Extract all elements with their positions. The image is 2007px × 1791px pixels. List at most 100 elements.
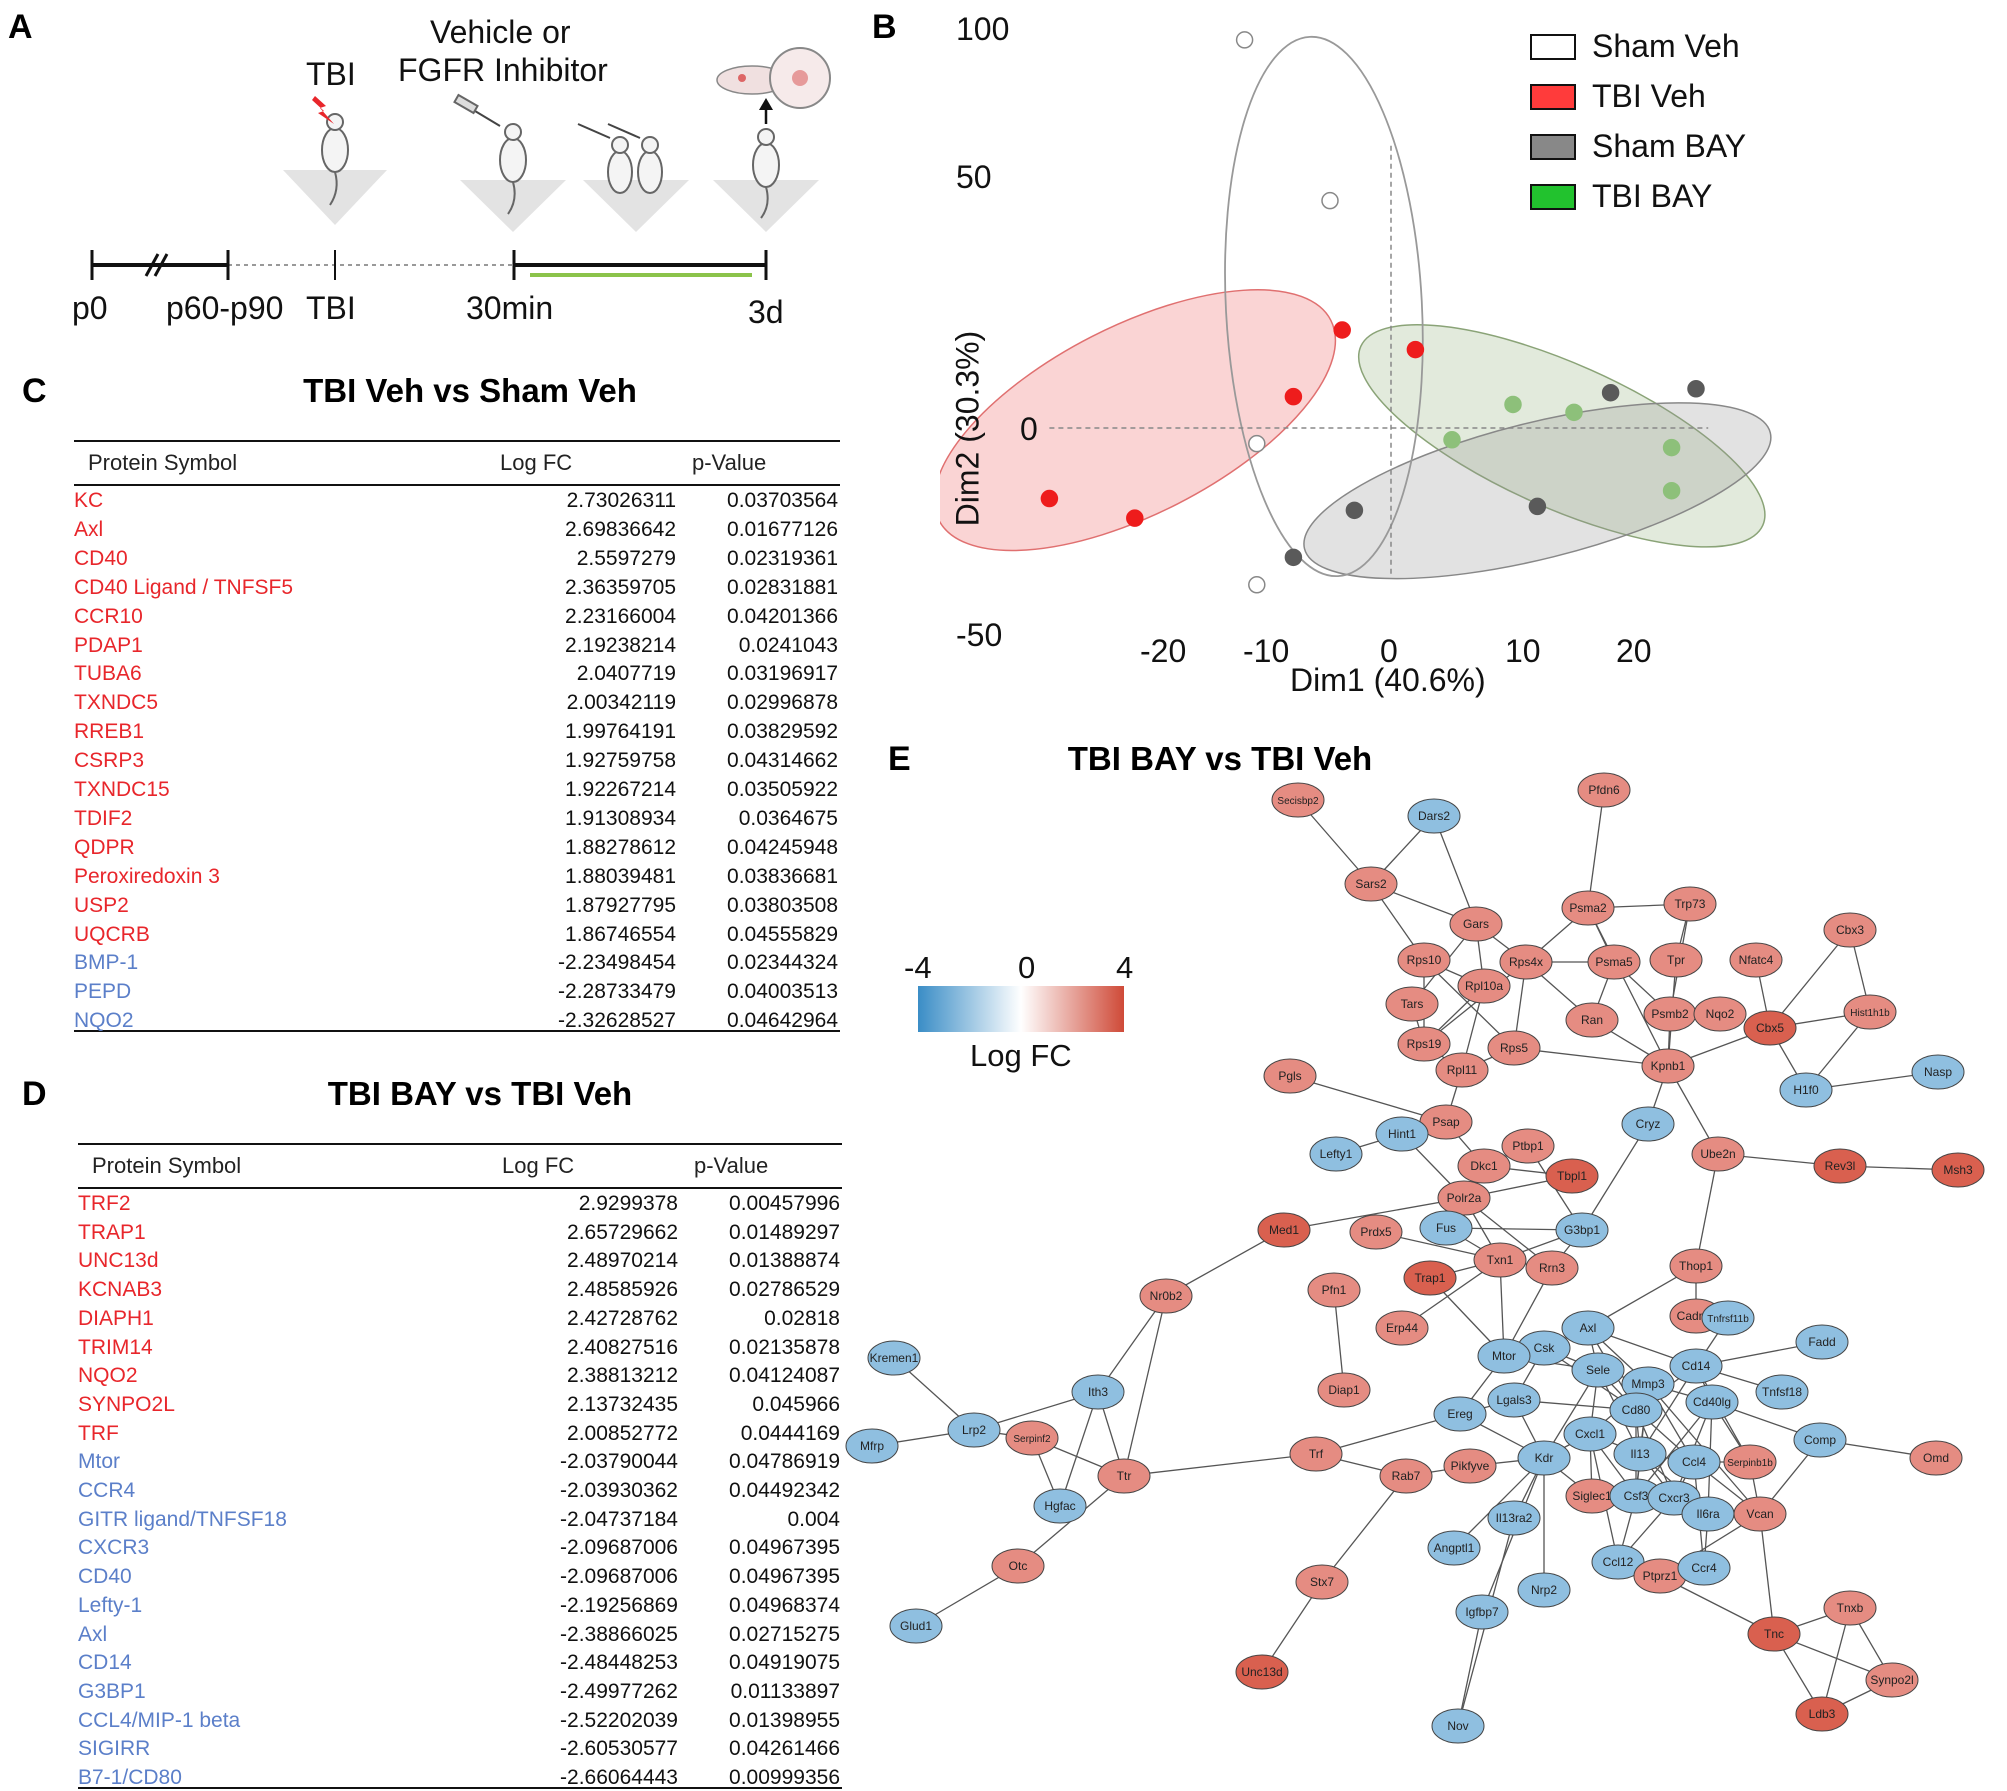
network-edge (1819, 1439, 1937, 1459)
network-edge (1587, 907, 1669, 1067)
network-node: Rps19 (1397, 1026, 1451, 1062)
pca-panel: 100 50 0 -50 -20 -10 0 10 20 Dim2 (30.3%) Dim1 (… (933, 0, 2007, 710)
network-node: Pgls (1263, 1058, 1317, 1094)
network-edge (1769, 929, 1851, 1029)
network-node-label: Pikfyve (1451, 1459, 1490, 1473)
network-edge (1513, 1399, 1637, 1411)
network-node-label: Lgals3 (1496, 1393, 1532, 1407)
network-node-shape (1677, 1550, 1731, 1586)
network-node: Ptprz1 (1633, 1558, 1687, 1594)
network-edge (1499, 1259, 1505, 1357)
network-node: Comp (1793, 1422, 1847, 1458)
network-node: Polr2a (1437, 1180, 1491, 1216)
network-edge (1639, 1453, 1695, 1463)
x-tick-label: -10 (1243, 633, 1289, 669)
network-edge (1503, 1355, 1599, 1371)
network-edge (1503, 1347, 1545, 1357)
network-node-label: Ccl12 (1603, 1555, 1634, 1569)
log-fc-value: 2.65729662 (567, 1220, 678, 1244)
network-edge (1459, 1413, 1545, 1459)
table-row: Mtor -2.03790044 0.04786919 (78, 1447, 842, 1476)
network-node-label: Nov (1447, 1719, 1468, 1733)
treatment-label-2: FGFR Inhibitor (398, 52, 608, 88)
network-edge (1483, 1165, 1573, 1177)
network-edge (1483, 1145, 1529, 1167)
network-edge (1667, 1013, 1671, 1067)
network-node: Rpl11 (1435, 1052, 1489, 1088)
network-edge (1445, 1069, 1463, 1123)
network-node-label: Rpl10a (1465, 979, 1503, 993)
network-node: Diap1 (1317, 1372, 1371, 1408)
network-node-label: Cbx5 (1756, 1021, 1784, 1035)
network-node-shape (1649, 942, 1703, 978)
log-fc-value: 2.42728762 (567, 1306, 678, 1330)
log-fc-value: 2.36359705 (565, 575, 676, 599)
legend-sham-bay: Sham BAY (1530, 128, 1746, 165)
network-edge (1297, 799, 1372, 885)
p-value: 0.02818 (764, 1306, 840, 1330)
network-node: Otc (991, 1548, 1045, 1584)
network-node: Psma2 (1561, 890, 1615, 926)
protein-symbol: CD40 (78, 1565, 132, 1589)
table-c-header-p: p-Value (692, 450, 767, 475)
network-node: Trap1 (1403, 1260, 1457, 1296)
network-edge (1659, 1575, 1775, 1635)
network-node-shape (1375, 1310, 1429, 1346)
network-edge (1059, 1391, 1099, 1507)
table-c-header-fc: Log FC (500, 450, 573, 475)
network-edge (1805, 1071, 1939, 1091)
p-value: 0.03703564 (727, 489, 838, 512)
network-node: Fus (1419, 1210, 1473, 1246)
network-node: Hist1h1b (1843, 994, 1897, 1030)
network-edge (1423, 985, 1485, 1045)
network-node: Glud1 (889, 1608, 943, 1644)
network-node-label: Ith3 (1088, 1385, 1108, 1399)
protein-symbol: TRAP1 (78, 1220, 146, 1244)
p-value: 0.04245948 (727, 835, 838, 859)
network-node: Pikfyve (1443, 1448, 1497, 1484)
legend-label-tbi-veh: TBI Veh (1592, 78, 1706, 114)
network-node-label: Rps10 (1407, 953, 1442, 967)
table-d-header-fc: Log FC (502, 1153, 575, 1178)
mouse-3d-icon (752, 128, 780, 219)
network-node-shape (1723, 1444, 1777, 1480)
protein-symbol: UNC13d (78, 1249, 159, 1273)
legend-label-sham-bay: Sham BAY (1592, 128, 1747, 164)
network-node-shape (1643, 996, 1697, 1032)
protein-symbol: CD40 Ligand / TNFSF5 (74, 575, 294, 599)
network-edge (1703, 1513, 1709, 1569)
network-node-label: Trp73 (1675, 897, 1706, 911)
log-fc-value: -2.48448253 (560, 1651, 678, 1675)
network-node: Psma5 (1587, 944, 1641, 980)
table-row: Peroxiredoxin 3 1.88039481 0.03836681 (74, 862, 840, 891)
protein-symbol: RREB1 (74, 720, 145, 744)
network-node-shape (1729, 942, 1783, 978)
protein-symbol: QDPR (74, 835, 135, 859)
protein-symbol: TUBA6 (74, 662, 142, 686)
network-node: Cxcl1 (1563, 1416, 1617, 1452)
network-edge (1587, 1327, 1599, 1371)
network-node-shape (1647, 1480, 1701, 1516)
network-node: Lgals3 (1487, 1382, 1541, 1418)
network-node-label: Ptprz1 (1643, 1569, 1678, 1583)
log-fc-value: 1.91308934 (565, 806, 676, 830)
tbi-bay-point (1662, 481, 1681, 500)
network-node-label: Hint1 (1388, 1127, 1416, 1141)
network-node-shape (1487, 1030, 1541, 1066)
network-node: Unc13d (1235, 1654, 1289, 1690)
table-row: TXNDC15 1.92267214 0.03505922 (74, 775, 840, 804)
network-edge (1457, 1611, 1483, 1727)
network-edge (1821, 1607, 1851, 1715)
network-edge (1647, 1383, 1695, 1463)
sham-veh-point (1321, 191, 1339, 210)
network-edge (1617, 1495, 1637, 1563)
colorbar-mid-label: 0 (1018, 950, 1036, 985)
network-node-label: Synpo2l (1870, 1673, 1913, 1687)
network-node: Secisbp2 (1271, 782, 1325, 818)
network-node-label: Cd14 (1682, 1359, 1711, 1373)
sham-bay-ellipse (1303, 402, 1772, 580)
table-d-top-rule (78, 1143, 842, 1145)
p-value: 0.0241043 (738, 633, 838, 657)
protein-symbol: PDAP1 (74, 633, 143, 657)
network-node-shape (867, 1340, 921, 1376)
